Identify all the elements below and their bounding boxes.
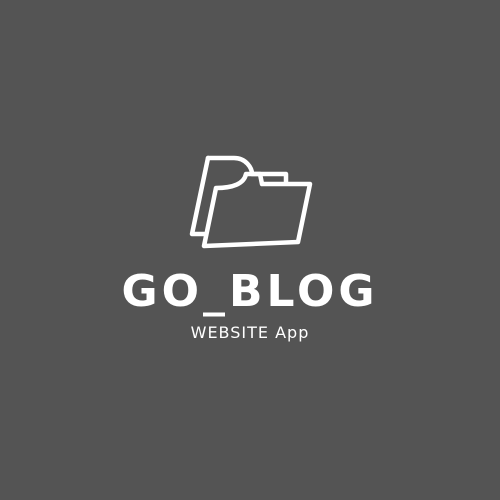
folder-back-body bbox=[189, 155, 211, 237]
brand-name: GO_BLOG bbox=[121, 266, 379, 317]
folder-back-sheet bbox=[205, 155, 289, 185]
folder-icon bbox=[189, 155, 313, 249]
brand-tagline: WEBSITE App bbox=[190, 323, 310, 342]
folder-front-sheet bbox=[201, 171, 313, 249]
